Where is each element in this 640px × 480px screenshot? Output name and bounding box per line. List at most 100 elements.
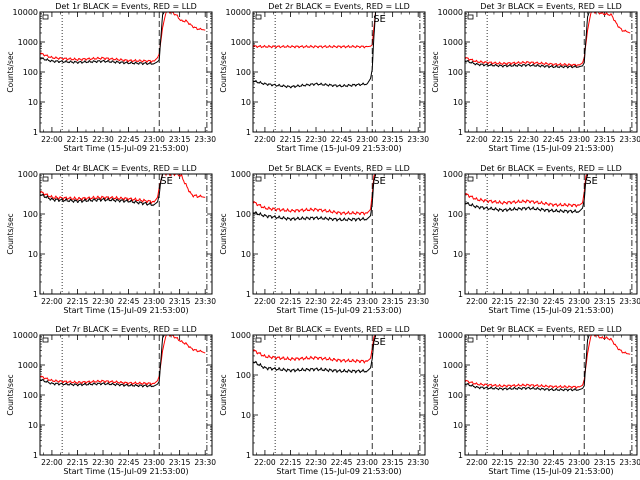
chart-det-1: Det 1r BLACK = Events, RED = LLD 1 10 100 10…: [6, 2, 216, 153]
x-tick-label: 22:45: [331, 458, 353, 467]
y-axis-label: Counts/sec: [431, 213, 440, 254]
x-tick-label: 22:45: [118, 297, 140, 306]
y-tick-label: 1: [33, 290, 38, 299]
x-axis-label: Start Time (15-Jul-09 21:53:00): [63, 144, 188, 153]
x-tick-label: 22:45: [543, 297, 565, 306]
y-tick-label: 100: [236, 371, 251, 380]
y-tick-label: 10: [241, 98, 251, 107]
x-tick-label: 22:00: [41, 297, 63, 306]
x-tick-label: 22:15: [492, 135, 514, 144]
chart-title: Det 7r BLACK = Events, RED = LLD: [55, 325, 197, 334]
x-tick-label: 23:15: [382, 135, 404, 144]
x-tick-label: 22:15: [67, 458, 89, 467]
chart-title: Det 1r BLACK = Events, RED = LLD: [55, 2, 197, 11]
x-tick-label: 23:30: [407, 135, 429, 144]
y-tick-label: 10: [28, 421, 38, 430]
x-tick-label: 22:00: [254, 458, 276, 467]
y-tick-label: 1000: [18, 170, 38, 179]
x-tick-label: 22:00: [466, 297, 488, 306]
x-axis-label: Start Time (15-Jul-09 21:53:00): [63, 467, 188, 476]
y-tick-label: 100: [236, 210, 251, 219]
y-tick-label: 10: [453, 98, 463, 107]
x-tick-label: 22:30: [517, 297, 539, 306]
x-tick-label: 22:00: [254, 135, 276, 144]
x-tick-label: 23:15: [169, 135, 191, 144]
plot-area: [253, 335, 421, 455]
x-tick-label: 22:45: [543, 458, 565, 467]
y-tick-label: 10: [28, 250, 38, 259]
plot-area: [465, 12, 633, 132]
x-tick-label: 23:00: [568, 297, 590, 306]
x-tick-label: 22:15: [67, 297, 89, 306]
x-axis-label: Start Time (15-Jul-09 21:53:00): [276, 144, 401, 153]
y-tick-label: 100: [23, 210, 38, 219]
plot-frame: [39, 334, 213, 456]
x-tick-label: 23:00: [143, 458, 165, 467]
x-tick-label: 23:30: [407, 458, 429, 467]
x-tick-label: 23:30: [194, 297, 216, 306]
x-tick-label: 22:30: [92, 458, 114, 467]
chart-title: Det 5r BLACK = Events, RED = LLD: [268, 164, 410, 173]
series-lld-line: [253, 12, 377, 49]
x-tick-label: 22:15: [280, 135, 302, 144]
x-tick-label: 22:45: [331, 297, 353, 306]
corner-marker: [467, 14, 474, 20]
x-tick-label: 23:00: [356, 297, 378, 306]
y-tick-label: 100: [23, 68, 38, 77]
corner-marker: [255, 176, 262, 182]
chart-title: Det 2r BLACK = Events, RED = LLD: [268, 2, 410, 11]
x-tick-label: 23:30: [194, 135, 216, 144]
x-tick-label: 22:00: [466, 458, 488, 467]
x-tick-label: 22:00: [41, 135, 63, 144]
chart-title: Det 8r BLACK = Events, RED = LLD: [268, 325, 410, 334]
y-tick-label: 10000: [13, 8, 38, 17]
x-tick-label: 23:00: [143, 297, 165, 306]
y-tick-label: 1: [458, 128, 463, 137]
y-tick-label: 10000: [438, 331, 463, 340]
se-label: SE: [373, 337, 386, 348]
x-tick-label: 23:15: [169, 297, 191, 306]
series-lld-line: [465, 335, 631, 389]
plot-frame: [252, 11, 426, 133]
x-tick-label: 23:15: [594, 458, 616, 467]
se-label: SE: [585, 176, 598, 187]
plot-area: [253, 12, 421, 132]
y-tick-label: 100: [448, 68, 463, 77]
series-events-line: [40, 335, 166, 388]
y-tick-label: 1: [458, 451, 463, 460]
y-axis-label: Counts/sec: [6, 374, 15, 415]
y-tick-label: 10000: [438, 8, 463, 17]
x-tick-label: 22:45: [543, 135, 565, 144]
corner-marker: [42, 176, 49, 182]
x-axis-label: Start Time (15-Jul-09 21:53:00): [488, 144, 613, 153]
series-events-line: [40, 174, 165, 207]
chart-title: Det 3r BLACK = Events, RED = LLD: [480, 2, 622, 11]
corner-marker: [42, 14, 49, 20]
x-tick-label: 22:15: [492, 458, 514, 467]
x-tick-label: 23:00: [568, 458, 590, 467]
x-tick-label: 23:15: [382, 297, 404, 306]
y-tick-label: 1000: [231, 331, 251, 340]
x-tick-label: 22:45: [331, 135, 353, 144]
x-tick-label: 23:30: [619, 458, 640, 467]
series-lld-line: [253, 174, 376, 216]
se-label: SE: [373, 14, 386, 25]
plot-frame: [464, 11, 638, 133]
y-tick-label: 1000: [18, 38, 38, 47]
chart-det-3: Det 3r BLACK = Events, RED = LLD 1 10 100 10…: [431, 2, 640, 153]
series-lld-line: [40, 335, 206, 386]
x-tick-label: 22:30: [305, 135, 327, 144]
plot-area: [253, 174, 421, 294]
y-tick-label: 10: [453, 250, 463, 259]
x-tick-label: 23:15: [594, 135, 616, 144]
series-events-line: [253, 12, 377, 89]
x-tick-label: 23:30: [407, 297, 429, 306]
plot-frame: [252, 173, 426, 295]
x-tick-label: 23:00: [143, 135, 165, 144]
x-axis-label: Start Time (15-Jul-09 21:53:00): [276, 467, 401, 476]
se-label: SE: [373, 176, 386, 187]
plot-frame: [39, 173, 213, 295]
y-tick-label: 1: [458, 290, 463, 299]
x-tick-label: 22:15: [492, 297, 514, 306]
